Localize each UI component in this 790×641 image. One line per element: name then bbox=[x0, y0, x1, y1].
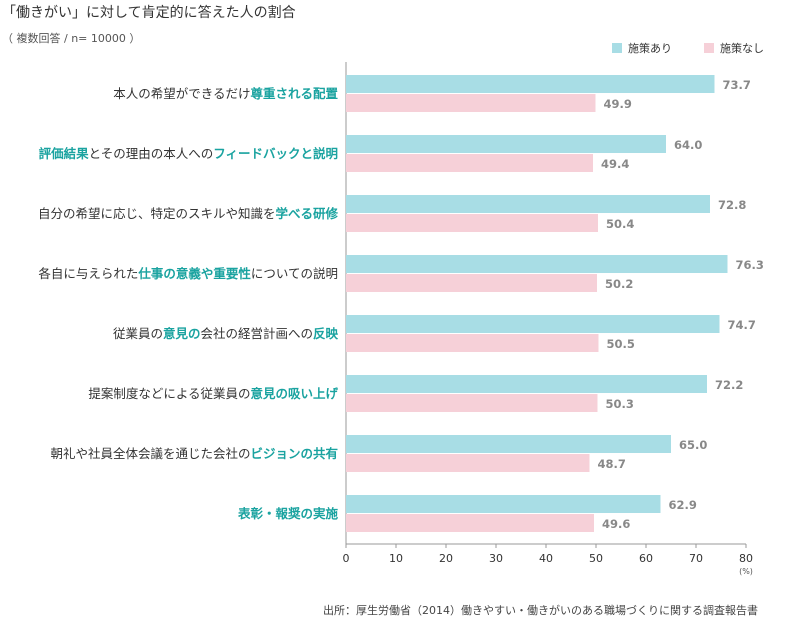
category-label-8: 表彰・報奨の実施 bbox=[237, 506, 339, 521]
bar-without-5 bbox=[346, 334, 599, 352]
x-tick-label-80: 80 bbox=[739, 552, 753, 565]
value-label-without-4: 50.2 bbox=[605, 277, 633, 291]
bar-with-5 bbox=[346, 315, 720, 333]
category-label-7: 朝礼や社員全体会議を通じた会社のビジョンの共有 bbox=[50, 446, 338, 461]
value-label-without-5: 50.5 bbox=[607, 337, 635, 351]
source-note: 出所：厚生労働省（2014）働きやすい・働きがいのある職場づくりに関する調査報告… bbox=[323, 604, 758, 617]
value-label-with-4: 76.3 bbox=[736, 258, 764, 272]
x-tick-label-50: 50 bbox=[589, 552, 603, 565]
value-label-without-8: 49.6 bbox=[602, 517, 630, 531]
category-label-6: 提案制度などによる従業員の意見の吸い上げ bbox=[88, 386, 338, 401]
value-label-with-7: 65.0 bbox=[679, 438, 707, 452]
bar-without-3 bbox=[346, 214, 598, 232]
value-label-with-1: 73.7 bbox=[723, 78, 751, 92]
bar-without-7 bbox=[346, 454, 590, 472]
value-label-with-8: 62.9 bbox=[669, 498, 697, 512]
x-tick-label-60: 60 bbox=[639, 552, 653, 565]
x-unit-label: (%) bbox=[739, 567, 753, 576]
category-label-5: 従業員の意見の会社の経営計画への反映 bbox=[113, 326, 339, 341]
x-tick-label-10: 10 bbox=[389, 552, 403, 565]
x-tick-label-70: 70 bbox=[689, 552, 703, 565]
category-label-2: 評価結果とその理由の本人へのフィードバックと説明 bbox=[39, 146, 338, 161]
category-label-4: 各自に与えられた仕事の意義や重要性についての説明 bbox=[38, 266, 338, 281]
legend-swatch-2 bbox=[704, 43, 714, 53]
value-label-without-3: 50.4 bbox=[606, 217, 634, 231]
bar-with-4 bbox=[346, 255, 728, 273]
legend-label-1: 施策あり bbox=[628, 41, 672, 55]
legend-label-2: 施策なし bbox=[720, 41, 764, 55]
bar-without-1 bbox=[346, 94, 596, 112]
value-label-without-6: 50.3 bbox=[606, 397, 634, 411]
bar-with-8 bbox=[346, 495, 661, 513]
value-label-with-3: 72.8 bbox=[718, 198, 746, 212]
category-label-1: 本人の希望ができるだけ尊重される配置 bbox=[113, 86, 338, 101]
value-label-with-5: 74.7 bbox=[728, 318, 756, 332]
chart-subtitle: （ 複数回答 / n= 10000 ） bbox=[2, 32, 141, 45]
legend-swatch-1 bbox=[612, 43, 622, 53]
x-tick-label-30: 30 bbox=[489, 552, 503, 565]
bar-without-6 bbox=[346, 394, 598, 412]
bar-without-8 bbox=[346, 514, 594, 532]
value-label-with-6: 72.2 bbox=[715, 378, 743, 392]
bar-with-6 bbox=[346, 375, 707, 393]
x-tick-label-40: 40 bbox=[539, 552, 553, 565]
value-label-without-7: 48.7 bbox=[598, 457, 626, 471]
bar-with-1 bbox=[346, 75, 715, 93]
bar-without-2 bbox=[346, 154, 593, 172]
bar-with-7 bbox=[346, 435, 671, 453]
bar-without-4 bbox=[346, 274, 597, 292]
bar-with-2 bbox=[346, 135, 666, 153]
chart-title: 「働きがい」に対して肯定的に答えた人の割合 bbox=[2, 5, 296, 21]
x-tick-label-0: 0 bbox=[343, 552, 350, 565]
category-label-3: 自分の希望に応じ、特定のスキルや知識を学べる研修 bbox=[38, 206, 339, 221]
x-tick-label-20: 20 bbox=[439, 552, 453, 565]
value-label-without-1: 49.9 bbox=[604, 97, 632, 111]
bar-with-3 bbox=[346, 195, 710, 213]
value-label-with-2: 64.0 bbox=[674, 138, 702, 152]
value-label-without-2: 49.4 bbox=[601, 157, 629, 171]
